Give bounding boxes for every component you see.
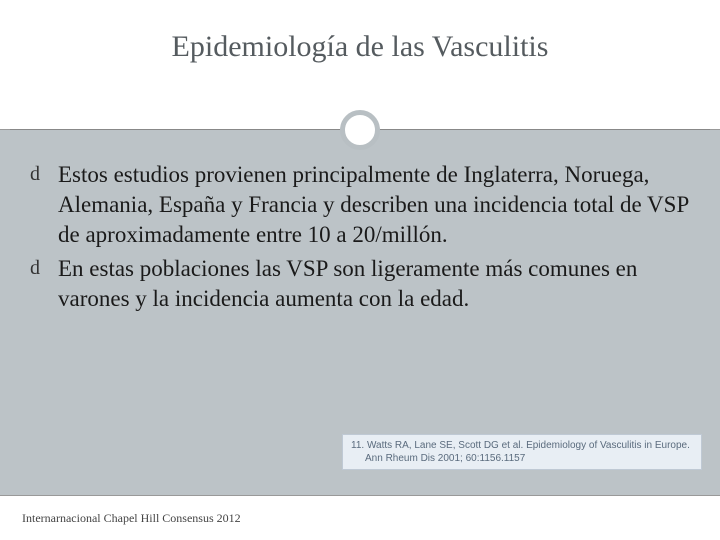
body-content: d Estos estudios provienen principalment…	[30, 160, 690, 317]
citation-box: 11. Watts RA, Lane SE, Scott DG et al. E…	[342, 434, 702, 470]
footer-text: Internarnacional Chapel Hill Consensus 2…	[22, 511, 241, 526]
slide-title: Epidemiología de las Vasculitis	[0, 30, 720, 64]
footer-band: Internarnacional Chapel Hill Consensus 2…	[0, 495, 720, 540]
bullet-glyph-icon: d	[30, 254, 58, 314]
bullet-glyph-icon: d	[30, 160, 58, 250]
slide: Epidemiología de las Vasculitis d Estos …	[0, 0, 720, 540]
circle-ornament-icon	[340, 110, 380, 150]
bullet-item: d En estas poblaciones las VSP son liger…	[30, 254, 690, 314]
citation-line: Ann Rheum Dis 2001; 60:1156.1157	[351, 452, 693, 465]
citation-line: 11. Watts RA, Lane SE, Scott DG et al. E…	[351, 439, 693, 452]
bullet-item: d Estos estudios provienen principalment…	[30, 160, 690, 250]
bullet-text: Estos estudios provienen principalmente …	[58, 160, 690, 250]
bullet-text: En estas poblaciones las VSP son ligeram…	[58, 254, 690, 314]
